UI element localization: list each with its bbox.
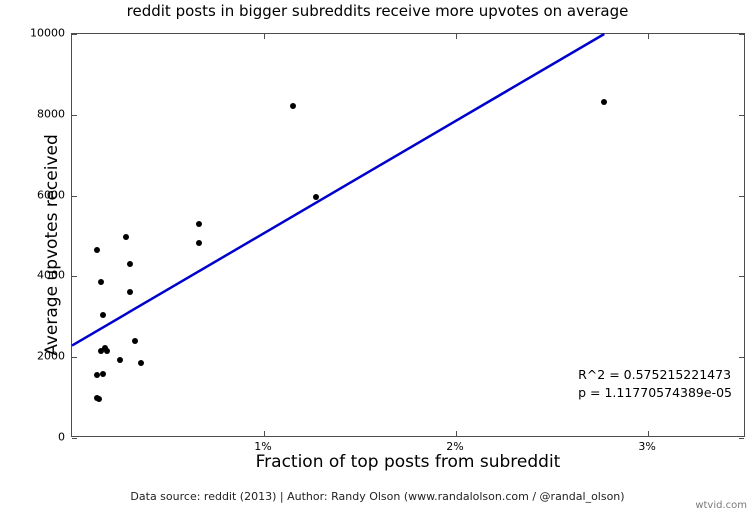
r-squared-text: R^2 = 0.575215221473 (578, 366, 732, 382)
y-axis-label: Average upvotes received (42, 134, 62, 356)
scatter-point (122, 234, 129, 241)
x-axis-label: Fraction of top posts from subreddit (255, 452, 561, 472)
y-axis-tick (739, 438, 744, 439)
scatter-point (97, 279, 104, 286)
trendline-layer (71, 32, 605, 347)
y-axis-tick (72, 276, 77, 278)
y-axis-tick (72, 34, 77, 35)
x-axis-tick (456, 34, 458, 39)
x-axis-tick (648, 431, 650, 436)
figure-caption: Data source: reddit (2013) | Author: Ran… (130, 490, 625, 503)
scatter-point (97, 348, 104, 355)
trendline (71, 32, 605, 347)
chart-title: reddit posts in bigger subreddits receiv… (126, 2, 629, 20)
y-tick-label: 10000 (30, 26, 65, 40)
x-axis-tick (264, 431, 266, 436)
y-tick-label: 8000 (37, 107, 65, 121)
scatter-point (126, 288, 133, 295)
y-axis-tick (72, 114, 77, 116)
scatter-point (138, 360, 145, 367)
x-axis-tick (648, 34, 650, 39)
y-axis-tick (739, 357, 744, 359)
y-tick-label: 4000 (37, 268, 65, 282)
x-tick-label: 1% (254, 440, 272, 453)
watermark: wtvid.com (695, 500, 747, 511)
scatter-point (93, 247, 100, 254)
scatter-point (99, 311, 106, 318)
x-tick-label: 3% (638, 440, 656, 453)
y-tick-label: 2000 (37, 349, 65, 363)
scatter-point (95, 396, 102, 403)
scatter-point (312, 194, 319, 201)
scatter-point (195, 220, 202, 227)
scatter-point (289, 102, 296, 109)
statistics-annotation: R^2 = 0.575215221473 p = 1.11770574389e-… (578, 366, 732, 402)
y-axis-tick (739, 195, 744, 197)
scatter-point (195, 239, 202, 246)
scatter-point (117, 357, 123, 364)
scatter-point (132, 338, 139, 345)
y-axis-tick (72, 438, 77, 439)
x-tick-label: 2% (446, 440, 464, 453)
y-axis-tick (739, 114, 744, 116)
y-axis-tick (739, 276, 744, 278)
x-axis-tick (456, 431, 458, 436)
y-tick-label: 6000 (37, 188, 65, 202)
scatter-point (99, 371, 106, 378)
scatter-point (600, 98, 607, 105)
y-axis-tick (739, 34, 744, 35)
y-tick-label: 0 (58, 430, 65, 444)
y-axis-tick (72, 195, 77, 197)
y-axis-tick (72, 357, 77, 359)
p-value-text: p = 1.11770574389e-05 (578, 384, 732, 400)
scatter-point (126, 261, 133, 268)
scatter-point (93, 371, 100, 378)
scatter-point (103, 347, 110, 354)
plot-area: R^2 = 0.575215221473 p = 1.11770574389e-… (71, 32, 745, 439)
x-axis-tick (264, 34, 266, 39)
